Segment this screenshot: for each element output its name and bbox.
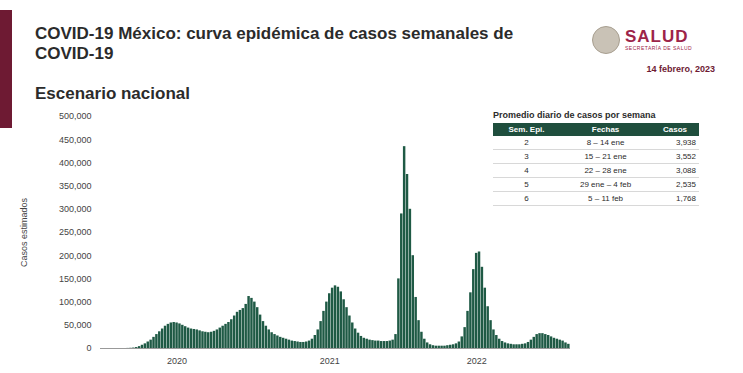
svg-text:450,000: 450,000	[59, 135, 92, 145]
html-text:3,088: 3,088	[676, 166, 696, 175]
html-text:15 – 21 ene: 15 – 21 ene	[584, 152, 627, 161]
svg-text:100,000: 100,000	[59, 297, 92, 307]
html-text:SECRETARÍA DE SALUD: SECRETARÍA DE SALUD	[625, 44, 693, 51]
svg-text:2021: 2021	[320, 356, 340, 366]
svg-text:200,000: 200,000	[59, 251, 92, 261]
html-text:Fechas: Fechas	[591, 125, 620, 134]
html-text:5: 5	[524, 180, 529, 189]
svg-text:500,000: 500,000	[59, 111, 92, 121]
svg-text:400,000: 400,000	[59, 158, 92, 168]
html-text:3,938: 3,938	[676, 138, 696, 147]
html-text:6: 6	[524, 194, 529, 203]
html-text:COVID-19 México: curva epidémi: COVID-19 México: curva epidémica de caso…	[35, 24, 514, 63]
html-text:2: 2	[524, 138, 529, 147]
html-text:22 – 28 ene: 22 – 28 ene	[584, 166, 627, 175]
html-text:8 – 14 ene: 8 – 14 ene	[586, 138, 625, 147]
svg-text:150,000: 150,000	[59, 274, 92, 284]
html-text:Escenario nacional: Escenario nacional	[35, 84, 190, 103]
html-text:Casos: Casos	[663, 125, 688, 134]
html-text:1,768: 1,768	[676, 194, 696, 203]
html-text:Sem. Epi.: Sem. Epi.	[508, 125, 545, 134]
html-text:4: 4	[524, 166, 529, 175]
html-text:5 – 11 feb: 5 – 11 feb	[588, 194, 623, 203]
html-text:SALUD: SALUD	[625, 26, 689, 46]
html-text:3,552: 3,552	[676, 152, 696, 161]
svg-text:2020: 2020	[167, 356, 187, 366]
html-text:14 febrero, 2023: 14 febrero, 2023	[646, 64, 715, 74]
svg-text:50,000: 50,000	[64, 320, 92, 330]
html-text:2,535: 2,535	[676, 180, 696, 189]
svg-text:Casos estimados: Casos estimados	[19, 197, 29, 267]
html-text:3: 3	[524, 152, 529, 161]
html-text:29 ene – 4 feb: 29 ene – 4 feb	[580, 180, 632, 189]
svg-text:350,000: 350,000	[59, 181, 92, 191]
html-text:Promedio diario de casos por s: Promedio diario de casos por semana	[493, 110, 656, 120]
svg-text:250,000: 250,000	[59, 227, 92, 237]
svg-text:300,000: 300,000	[59, 204, 92, 214]
svg-text:2022: 2022	[467, 356, 487, 366]
svg-text:0: 0	[86, 343, 91, 353]
